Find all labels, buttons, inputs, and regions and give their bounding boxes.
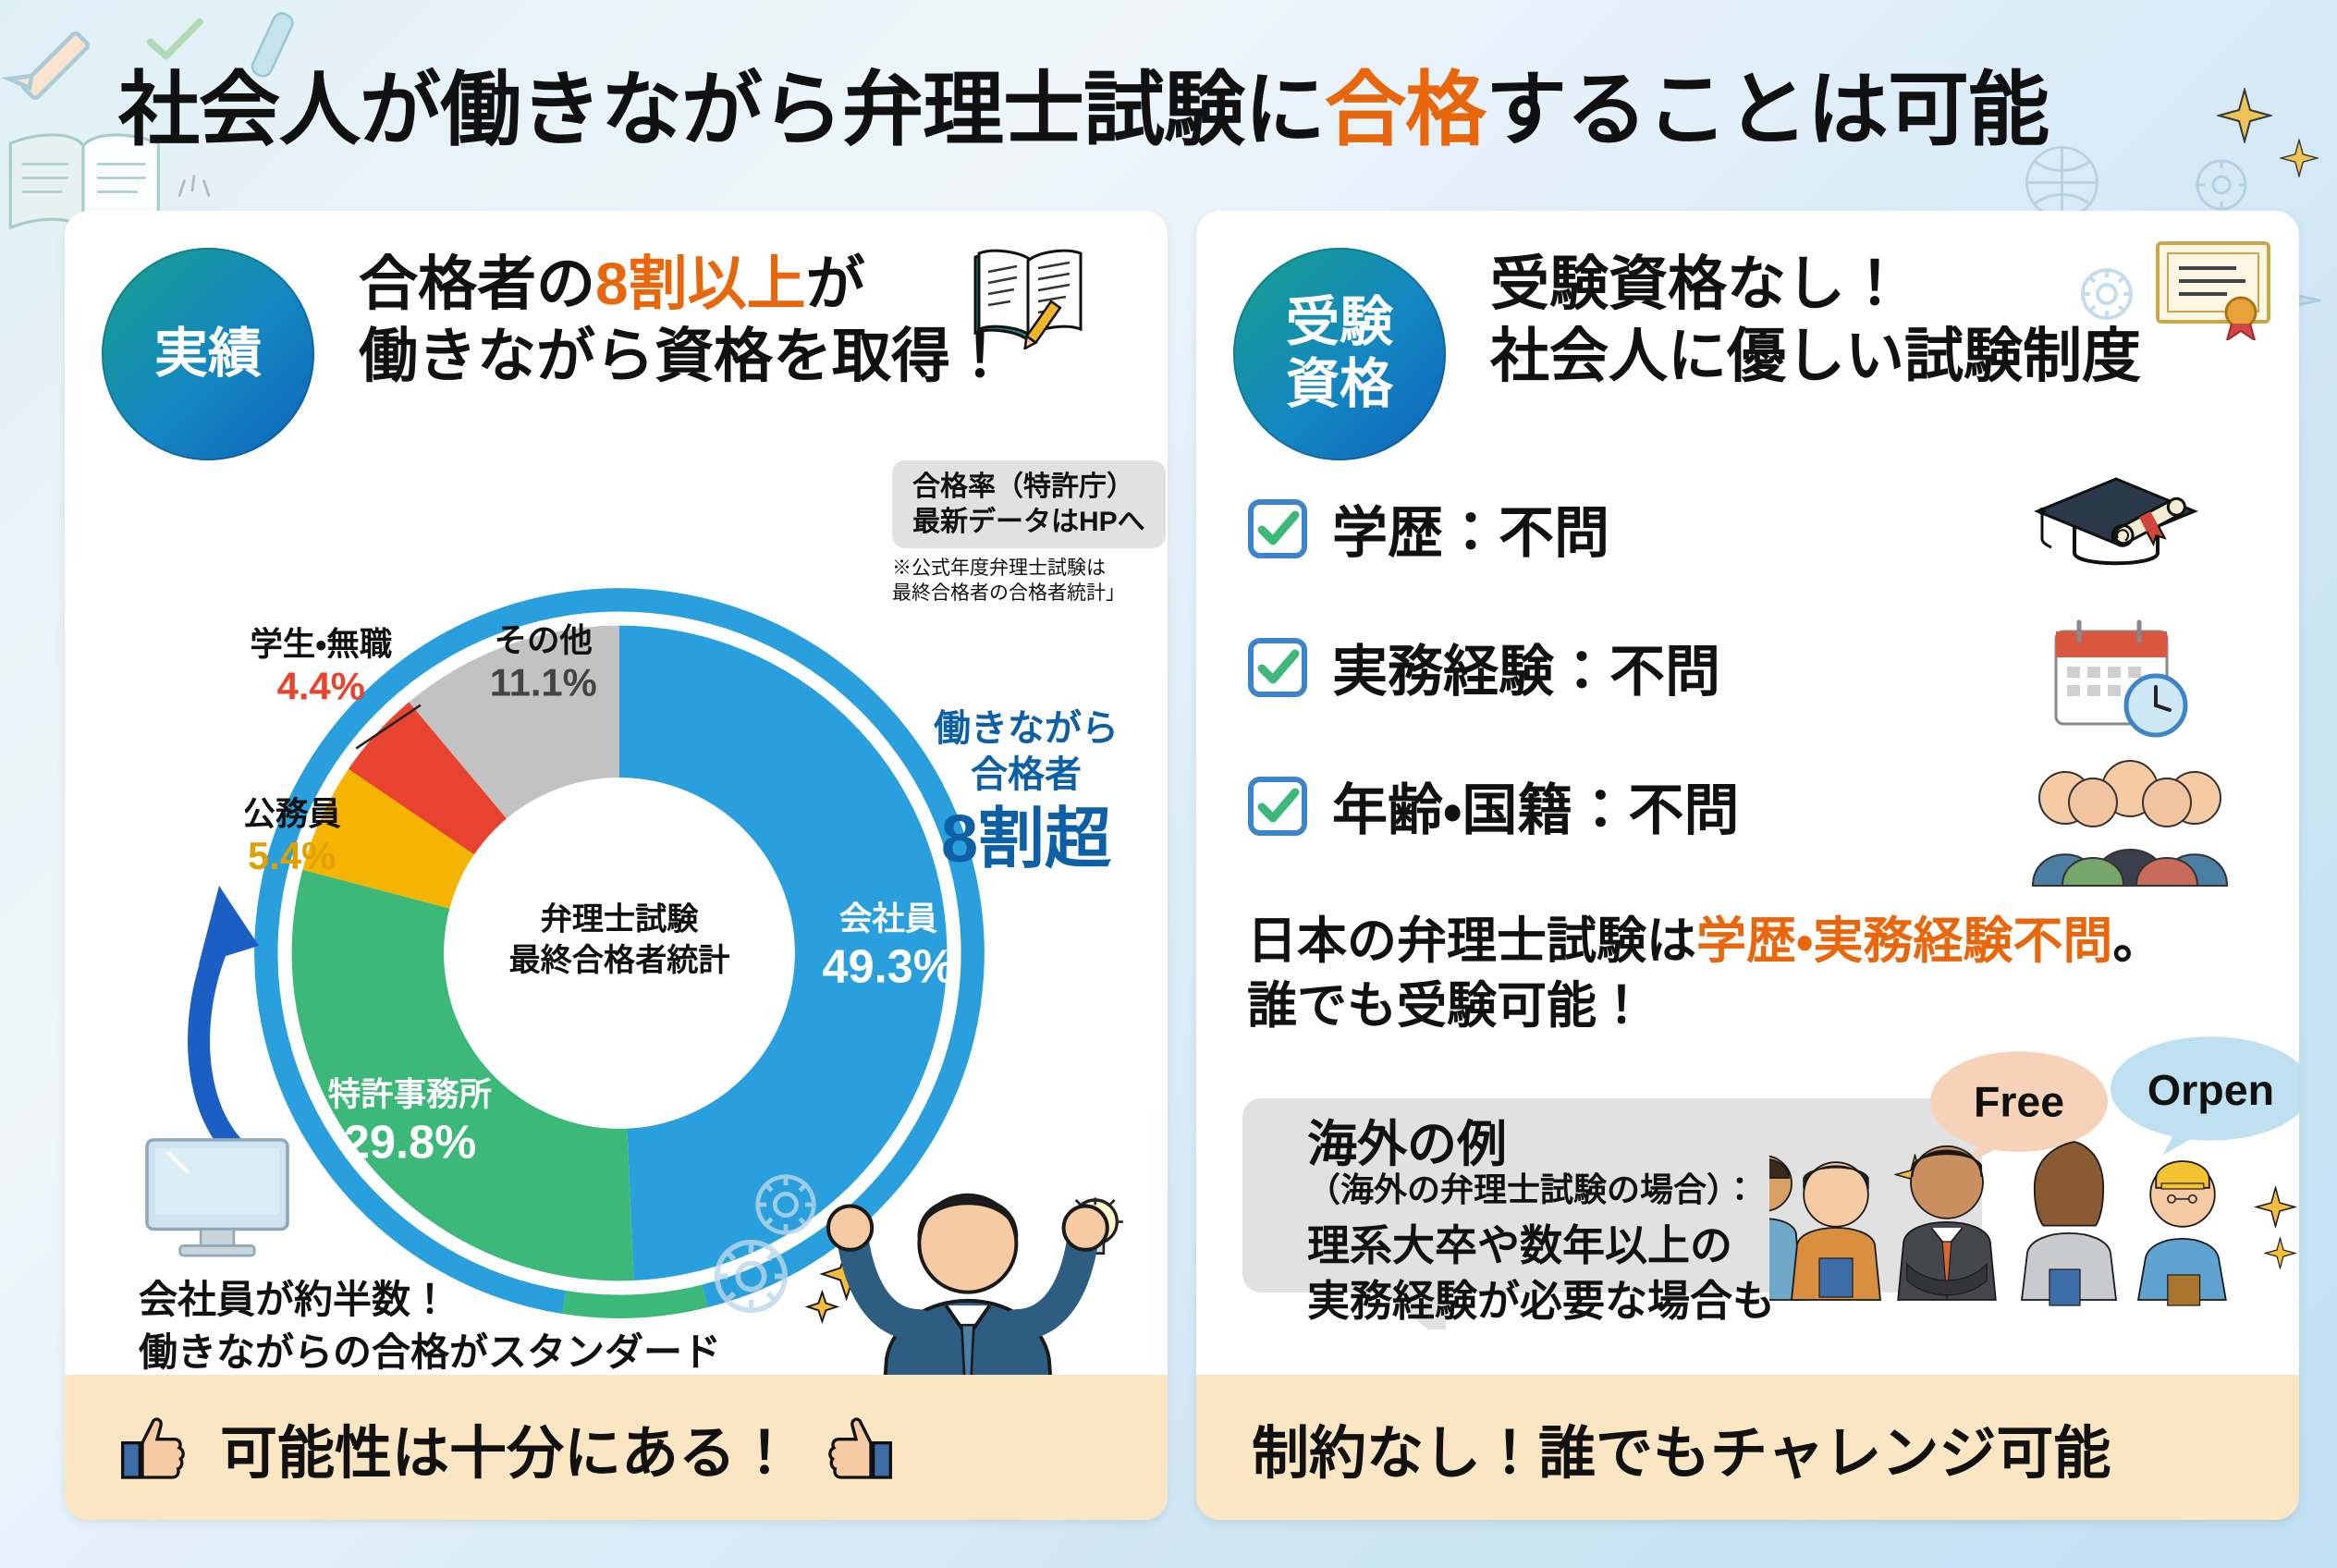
svg-text:11.1%: 11.1% [490,661,597,704]
svg-text:最終合格者統計: 最終合格者統計 [508,943,729,978]
svg-text:4.4%: 4.4% [277,664,365,707]
svg-text:29.8%: 29.8% [344,1115,477,1168]
svg-text:5.4%: 5.4% [248,834,336,877]
svg-text:その他: その他 [495,621,593,658]
svg-text:学生・無職: 学生・無職 [250,625,392,662]
svg-text:特許事務所: 特許事務所 [328,1076,492,1113]
svg-text:弁理士試験: 弁理士試験 [541,902,700,937]
svg-text:会社員: 会社員 [839,900,938,937]
svg-text:49.3%: 49.3% [822,940,955,993]
svg-text:公務員: 公務員 [245,795,341,832]
